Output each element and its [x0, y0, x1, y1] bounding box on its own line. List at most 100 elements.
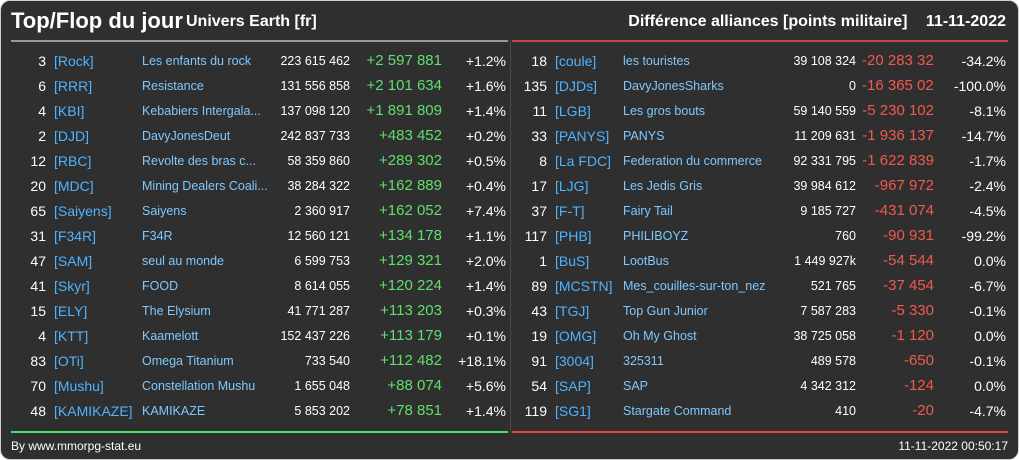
alliance-name-link[interactable]: PANYS — [623, 128, 665, 143]
alliance-tag-link[interactable]: [OTi] — [54, 352, 84, 369]
flop-table-body: 18 [coule] les touristes 39 108 324 -20 283 … — [512, 48, 1008, 423]
alliance-tag-link[interactable]: [ELY] — [54, 302, 88, 319]
table-row: 65 [Saiyens] Saiyens 2 360 917 +162 052 +7.4% — [11, 198, 508, 223]
delta-cell: +483 452 — [379, 127, 442, 144]
alliance-tag-link[interactable]: [OMG] — [555, 327, 597, 344]
points-cell: 6 599 753 — [294, 253, 350, 268]
table-row: 8 [La FDC] Federation du commerce 92 331 79… — [512, 148, 1008, 173]
alliance-name-link[interactable]: Top Gun Junior — [623, 303, 708, 318]
alliance-name-link[interactable]: KAMIKAZE — [142, 403, 206, 418]
delta-cell: -20 283 321 — [862, 52, 934, 69]
table-row: 4 [KTT] Kaamelott 152 437 226 +113 179 +0.1% — [11, 323, 508, 348]
alliance-tag-link[interactable]: [F34R] — [54, 227, 97, 244]
percent-cell: -8.1% — [969, 102, 1006, 119]
alliance-name-link[interactable]: FOOD — [142, 278, 179, 293]
alliance-tag-link[interactable]: [Mushu] — [54, 377, 104, 394]
points-cell: 9 185 727 — [800, 203, 856, 218]
alliance-name-link[interactable]: DavyJonesDeut — [142, 128, 231, 143]
points-cell: 2 360 917 — [294, 203, 350, 218]
alliance-name-link[interactable]: Mes_couilles-sur-ton_nez — [623, 278, 766, 293]
delta-cell: +2 597 881 — [366, 52, 443, 69]
alliance-name-link[interactable]: Federation du commerce — [623, 153, 762, 168]
page-title: Top/Flop du jour — [11, 8, 183, 33]
alliance-tag-link[interactable]: [Saiyens] — [54, 202, 112, 219]
alliance-tag-link[interactable]: [LGB] — [555, 102, 591, 119]
percent-cell: -0.1% — [969, 302, 1006, 319]
rank-cell: 48 — [30, 402, 46, 419]
percent-cell: +0.3% — [465, 302, 506, 319]
alliance-name-link[interactable]: Kaamelott — [142, 328, 199, 343]
alliance-name-link[interactable]: Les enfants du rock — [142, 53, 252, 68]
alliance-tag-link[interactable]: [MDC] — [54, 177, 94, 194]
rank-cell: 2 — [38, 127, 46, 144]
table-row: 18 [coule] les touristes 39 108 324 -20 283 … — [512, 48, 1008, 73]
rank-cell: 17 — [531, 177, 547, 194]
table-row: 135 [DJDs] DavyJonesSharks 0 -16 365 028 -100… — [512, 73, 1008, 98]
table-row: 3 [Rock] Les enfants du rock 223 615 462 +2 … — [11, 48, 508, 73]
alliance-tag-link[interactable]: [La FDC] — [555, 152, 612, 169]
alliance-name-link[interactable]: les touristes — [623, 53, 690, 68]
alliance-tag-link[interactable]: [BuS] — [555, 252, 590, 269]
alliance-name-link[interactable]: Les Jedis Gris — [623, 178, 703, 193]
alliance-name-link[interactable]: DavyJonesSharks — [623, 78, 724, 93]
alliance-name-link[interactable]: PHILIBOYZ — [623, 228, 689, 243]
alliance-tag-link[interactable]: [KAMIKAZE] — [54, 402, 133, 419]
alliance-tag-link[interactable]: [KTT] — [54, 327, 89, 344]
percent-cell: +1.4% — [465, 402, 506, 419]
points-cell: 760 — [835, 228, 856, 243]
alliance-tag-link[interactable]: [PHB] — [555, 227, 592, 244]
alliance-tag-link[interactable]: [Skyr] — [54, 277, 90, 294]
alliance-tag-link[interactable]: [SAP] — [555, 377, 591, 394]
alliance-name-link[interactable]: Fairy Tail — [623, 203, 673, 218]
alliance-tag-link[interactable]: [coule] — [555, 52, 597, 69]
alliance-name-link[interactable]: seul au monde — [142, 253, 225, 268]
table-row: 4 [KBI] Kebabiers Intergala... 137 098 120 +… — [11, 98, 508, 123]
alliance-name-link[interactable]: Kebabiers Intergala... — [142, 103, 261, 118]
alliance-tag-link[interactable]: [MCSTN] — [555, 277, 613, 294]
alliance-tag-link[interactable]: [RBC] — [54, 152, 92, 169]
table-row: 54 [SAP] SAP 4 342 312 -124 0.0% — [512, 373, 1008, 398]
points-cell: 733 540 — [304, 353, 350, 368]
alliance-name-link[interactable]: LootBus — [623, 253, 669, 268]
alliance-name-link[interactable]: Resistance — [142, 78, 204, 93]
points-cell: 242 837 733 — [280, 128, 350, 143]
points-cell: 4 342 312 — [800, 378, 856, 393]
alliance-name-link[interactable]: Oh My Ghost — [623, 328, 697, 343]
alliance-name-link[interactable]: Saiyens — [142, 203, 187, 218]
alliance-tag-link[interactable]: [RRR] — [54, 77, 93, 94]
alliance-name-link[interactable]: The Elysium — [142, 303, 211, 318]
alliance-name-link[interactable]: Les gros bouts — [623, 103, 705, 118]
alliance-tag-link[interactable]: [DJD] — [54, 127, 89, 144]
alliance-tag-link[interactable]: [PANYS] — [555, 127, 610, 144]
alliance-tag-link[interactable]: [DJDs] — [555, 77, 597, 94]
alliance-name-link[interactable]: Revolte des bras c... — [142, 153, 256, 168]
table-row: 19 [OMG] Oh My Ghost 38 725 058 -1 120 0.0% — [512, 323, 1008, 348]
alliance-tag-link[interactable]: [Rock] — [54, 52, 94, 69]
alliance-tag-link[interactable]: [LJG] — [555, 177, 589, 194]
percent-cell: +7.4% — [465, 202, 506, 219]
flop-divider — [512, 40, 1008, 42]
alliance-tag-link[interactable]: [F-T] — [555, 202, 585, 219]
alliance-tag-link[interactable]: [SAM] — [54, 252, 93, 269]
delta-cell: +2 101 634 — [366, 77, 443, 94]
table-row: 41 [Skyr] FOOD 8 614 055 +120 224 +1.4% — [11, 273, 508, 298]
top-accent-bar — [11, 431, 508, 433]
points-cell: 1 655 048 — [294, 378, 350, 393]
percent-cell: -99.2% — [961, 227, 1006, 244]
alliance-name-link[interactable]: Omega Titanium — [142, 353, 234, 368]
alliance-tag-link[interactable]: [3004] — [555, 352, 594, 369]
alliance-tag-link[interactable]: [KBI] — [54, 102, 85, 119]
points-cell: 131 556 858 — [280, 78, 350, 93]
delta-cell: -5 230 102 — [862, 102, 934, 119]
points-cell: 137 098 120 — [280, 103, 350, 118]
alliance-name-link[interactable]: Constellation Mushu — [142, 378, 256, 393]
alliance-name-link[interactable]: SAP — [623, 378, 649, 393]
alliance-name-link[interactable]: 325311 — [623, 353, 664, 368]
alliance-tag-link[interactable]: [TGJ] — [555, 302, 590, 319]
alliance-name-link[interactable]: Stargate Command — [623, 403, 732, 418]
alliance-name-link[interactable]: F34R — [142, 228, 173, 243]
alliance-name-link[interactable]: Mining Dealers Coali... — [142, 178, 268, 193]
percent-cell: +0.5% — [465, 152, 506, 169]
alliance-tag-link[interactable]: [SG1] — [555, 402, 591, 419]
flop-accent-bar — [512, 431, 1008, 433]
